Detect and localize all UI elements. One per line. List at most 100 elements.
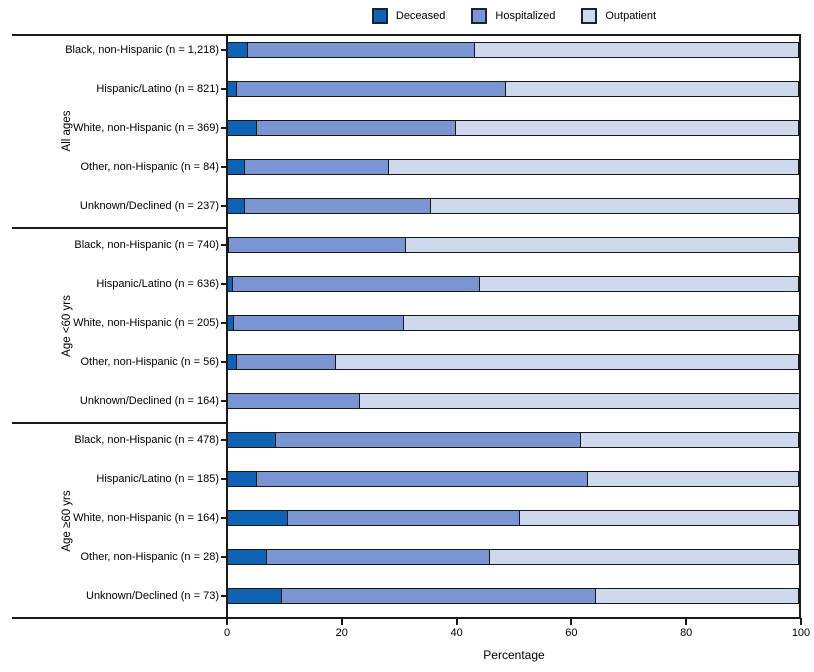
- bar-segment-deceased: [227, 198, 245, 214]
- x-axis-tick: [340, 618, 343, 625]
- stacked-bar: [227, 159, 799, 175]
- legend-item-deceased: Deceased: [371, 8, 446, 24]
- row-label: White, non-Hispanic (n = 164): [73, 512, 219, 524]
- bar-segment-hospitalized: [243, 198, 431, 214]
- bar-segment-hospitalized: [255, 120, 456, 136]
- stacked-bar: [227, 237, 799, 253]
- bar-segment-outpatient: [473, 42, 799, 58]
- plot-right-border: [799, 34, 801, 619]
- y-axis-tick: [221, 88, 227, 90]
- y-axis-tick: [221, 400, 227, 402]
- row-label: White, non-Hispanic (n = 369): [73, 122, 219, 134]
- bar-segment-outpatient: [359, 393, 800, 409]
- y-axis-tick: [221, 205, 227, 207]
- stacked-bar: [227, 120, 799, 136]
- row-label: Other, non-Hispanic (n = 56): [80, 356, 220, 368]
- row-label: Other, non-Hispanic (n = 28): [80, 551, 220, 563]
- bar-segment-outpatient: [454, 120, 799, 136]
- stacked-bar: [227, 81, 799, 97]
- row-label: Unknown/Declined (n = 73): [86, 590, 219, 602]
- bar-segment-deceased: [227, 549, 267, 565]
- bar-segment-hospitalized: [236, 81, 506, 97]
- stacked-bar: [227, 198, 799, 214]
- bar-segment-hospitalized: [228, 237, 407, 253]
- bar-segment-hospitalized: [231, 276, 480, 292]
- x-axis-tick: [800, 618, 802, 625]
- bar-segment-hospitalized: [255, 471, 589, 487]
- y-axis-tick: [221, 595, 227, 597]
- stacked-bar: [227, 42, 799, 58]
- bar-segment-outpatient: [402, 315, 799, 331]
- row-label: Hispanic/Latino (n = 636): [96, 278, 219, 290]
- bar-segment-hospitalized: [244, 159, 389, 175]
- y-axis-tick: [221, 166, 227, 168]
- panel-separator: [12, 227, 228, 229]
- panel-separator: [12, 422, 228, 424]
- row-label: Black, non-Hispanic (n = 1,218): [65, 44, 219, 56]
- stacked-bar: [227, 588, 799, 604]
- plot-top-border: [12, 34, 801, 36]
- bar-segment-outpatient: [405, 237, 799, 253]
- bar-segment-hospitalized: [235, 354, 337, 370]
- bar-segment-outpatient: [478, 276, 799, 292]
- row-label: White, non-Hispanic (n = 205): [73, 317, 219, 329]
- y-axis-tick: [221, 322, 227, 324]
- bar-segment-hospitalized: [275, 432, 581, 448]
- y-axis-tick: [221, 439, 227, 441]
- x-axis-title: Percentage: [483, 648, 545, 662]
- x-axis-tick-label: 80: [680, 627, 693, 639]
- y-axis-tick: [221, 127, 227, 129]
- bar-segment-outpatient: [489, 549, 799, 565]
- legend-label: Hospitalized: [495, 10, 556, 22]
- row-label: Other, non-Hispanic (n = 84): [80, 161, 220, 173]
- legend-label: Deceased: [395, 10, 446, 22]
- row-label: Hispanic/Latino (n = 185): [96, 473, 219, 485]
- x-axis-line: [12, 617, 801, 619]
- bar-segment-hospitalized: [246, 42, 475, 58]
- legend-item-hospitalized: Hospitalized: [471, 8, 555, 24]
- stacked-bar: [227, 276, 799, 292]
- bar-segment-outpatient: [388, 159, 799, 175]
- x-axis-tick: [455, 618, 458, 625]
- stacked-bar: [227, 393, 800, 409]
- bar-segment-hospitalized: [233, 315, 404, 331]
- x-axis-tick-label: 60: [565, 627, 578, 639]
- row-label: Black, non-Hispanic (n = 740): [74, 239, 219, 251]
- legend-swatch-icon: [471, 8, 488, 24]
- bar-segment-hospitalized: [227, 393, 361, 409]
- x-axis-tick-label: 0: [223, 627, 231, 639]
- bar-segment-outpatient: [587, 471, 799, 487]
- y-axis-tick: [221, 283, 227, 285]
- stacked-bar: [227, 549, 799, 565]
- row-label: Black, non-Hispanic (n = 478): [74, 434, 219, 446]
- stacked-bar: [227, 471, 799, 487]
- row-label: Unknown/Declined (n = 164): [79, 395, 219, 407]
- bar-segment-deceased: [227, 120, 257, 136]
- bar-segment-deceased: [227, 42, 248, 58]
- legend-swatch-icon: [581, 8, 598, 24]
- y-axis-tick: [221, 517, 227, 519]
- stacked-bar: [227, 432, 799, 448]
- bar-segment-deceased: [227, 471, 257, 487]
- legend-item-outpatient: Outpatient: [581, 8, 656, 24]
- x-axis-tick: [685, 618, 688, 625]
- x-axis-tick: [226, 618, 228, 625]
- row-label: Hispanic/Latino (n = 821): [96, 83, 219, 95]
- bar-segment-outpatient: [335, 354, 799, 370]
- legend-swatch-icon: [371, 8, 388, 24]
- stacked-bar: [227, 354, 799, 370]
- bar-segment-hospitalized: [287, 510, 521, 526]
- bar-segment-outpatient: [429, 198, 799, 214]
- y-axis-tick: [221, 556, 227, 558]
- x-axis-tick-label: 20: [335, 627, 348, 639]
- row-label: Unknown/Declined (n = 237): [79, 200, 219, 212]
- bar-segment-outpatient: [519, 510, 799, 526]
- bar-segment-deceased: [227, 588, 282, 604]
- x-axis-tick: [570, 618, 573, 625]
- y-axis-tick: [221, 244, 227, 246]
- chart-legend: Deceased Hospitalized Outpatient: [227, 5, 801, 27]
- bar-segment-deceased: [227, 432, 277, 448]
- bar-segment-hospitalized: [280, 588, 596, 604]
- bar-segment-outpatient: [504, 81, 799, 97]
